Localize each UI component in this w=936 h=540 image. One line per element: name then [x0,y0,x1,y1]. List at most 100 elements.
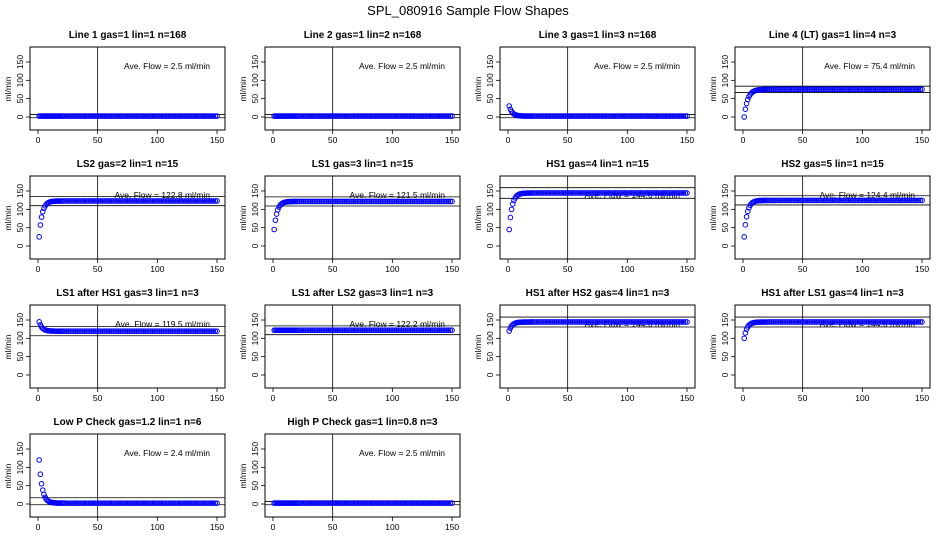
data-point [135,198,142,204]
data-point [348,327,355,333]
data-point [872,319,879,325]
data-point [874,197,881,204]
data-point [418,327,425,333]
data-point [818,86,825,93]
data-point [802,86,809,93]
y-tick-label: 50 [15,352,25,362]
data-point [331,327,337,333]
data-point [506,226,512,233]
data-point [343,327,350,333]
data-point [596,319,603,325]
data-point [643,319,649,325]
data-point [804,319,811,325]
data-point [115,500,122,506]
data-point [347,500,353,506]
data-point [90,328,97,334]
data-point [901,319,907,325]
data-point [101,500,108,506]
data-point [41,491,47,498]
data-point [797,197,804,204]
data-point [852,319,859,325]
plot-frame [264,433,461,518]
data-point [820,197,827,204]
data-point [765,197,771,204]
data-point [605,190,612,196]
data-point [169,328,176,334]
data-point [363,500,369,506]
data-point [605,113,612,119]
data-point [422,198,428,205]
data-point [549,190,556,196]
data-point [404,327,411,333]
data-point [131,198,138,204]
data-point [71,113,77,119]
data-point [664,113,671,119]
data-point [402,113,409,119]
data-point [890,197,897,204]
x-tick-label: 0 [741,264,746,274]
data-point [425,327,432,333]
data-point [666,190,672,196]
data-point [214,500,220,506]
data-point [110,113,116,119]
data-point [904,197,911,204]
data-point [345,198,351,205]
data-point [189,500,195,506]
data-point [165,328,172,334]
data-point [657,113,663,119]
data-point [541,190,547,196]
data-point [592,113,599,119]
data-point [589,113,595,119]
data-point [792,86,798,93]
data-point [99,500,106,506]
data-point [103,113,109,119]
data-point [332,327,339,333]
data-point [801,197,807,204]
data-point [110,198,116,204]
average-flow-annotation: Ave. Flow = 2.5 ml/min [359,448,445,458]
y-tick-label: 50 [250,94,260,104]
data-point [382,198,389,205]
data-point [384,500,391,506]
data-point [147,198,154,204]
data-point [400,198,407,205]
data-point [60,113,66,119]
data-point [644,319,651,325]
data-point [340,198,346,205]
data-point [915,86,922,93]
x-tick-label: 0 [506,264,511,274]
data-point [786,197,793,204]
data-point [60,198,66,204]
data-point [555,319,561,325]
data-point [180,198,186,204]
data-point [187,113,193,119]
data-point [153,113,159,119]
data-point [610,190,617,196]
panel-5: LS2 gas=2 lin=1 n=15 Ave. Flow = 122.8 ml… [3,159,226,274]
data-point [532,113,538,119]
data-point [666,319,672,325]
plot-frame [29,304,226,389]
data-point [306,327,312,333]
x-tick-label: 0 [271,264,276,274]
data-point [350,198,357,205]
data-point [425,113,432,119]
x-tick-label: 0 [506,135,511,145]
data-point [169,113,176,119]
data-point [72,113,79,119]
data-point [194,198,201,204]
data-point [659,113,665,119]
data-point [562,319,569,325]
data-point [883,319,890,325]
data-point [434,327,441,333]
data-point [144,113,150,119]
data-point [67,500,74,506]
y-axis-label: ml/min [473,205,483,230]
data-point [149,198,156,204]
data-point [139,113,145,119]
data-point [119,500,125,506]
data-point [101,328,108,334]
data-point [348,198,355,205]
data-point [677,190,683,196]
